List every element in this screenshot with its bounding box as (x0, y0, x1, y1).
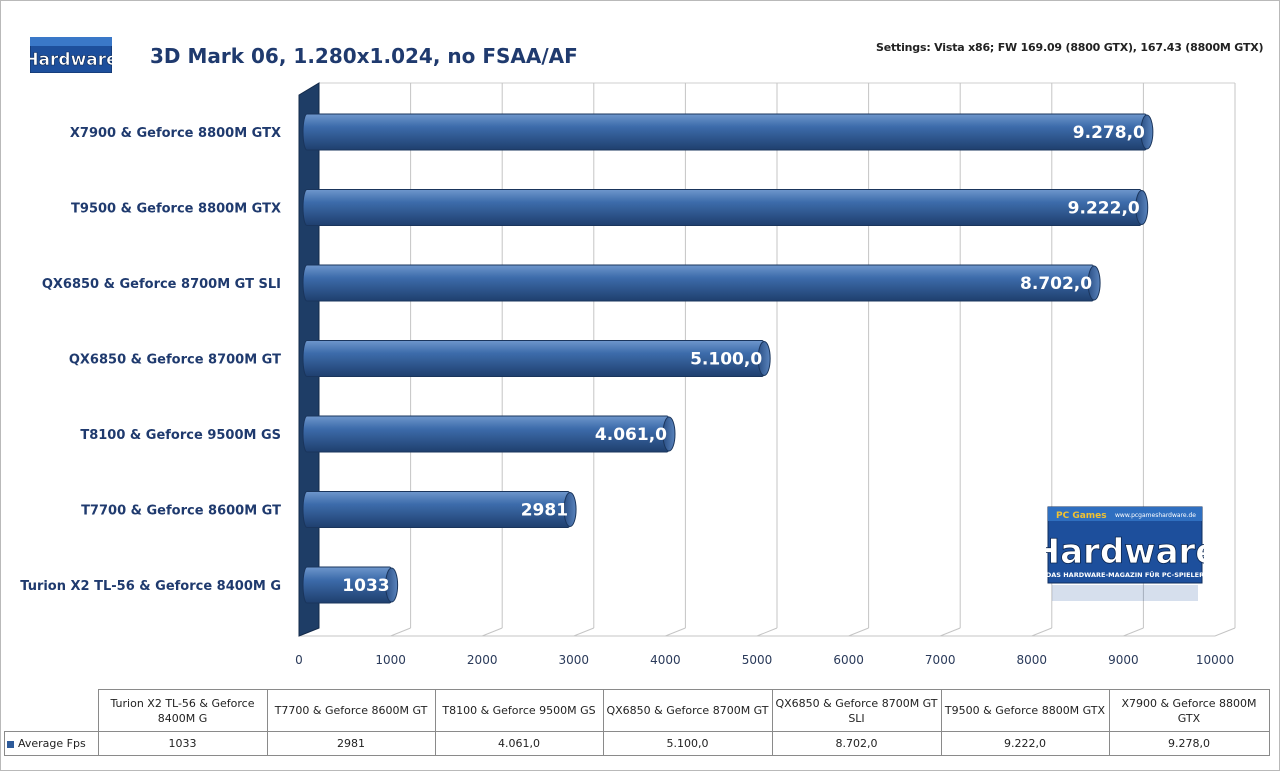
bar-value-label: 1033 (342, 576, 389, 596)
category-label: X7900 & Geforce 8800M GTX (70, 126, 281, 141)
logo-small-text: Hardware (30, 50, 112, 70)
x-tick-label: 8000 (1017, 653, 1048, 667)
category-labels: X7900 & Geforce 8800M GTX T9500 & Geforce… (20, 126, 281, 594)
x-tick-label: 3000 (559, 653, 590, 667)
bar-end-cap (662, 416, 676, 452)
gridline-floor (665, 627, 686, 637)
category-label: T9500 & Geforce 8800M GTX (71, 202, 281, 217)
x-tick-label: 1000 (375, 653, 406, 667)
gridline-floor (1214, 627, 1236, 637)
bar (302, 189, 1145, 226)
legend-swatch (7, 740, 14, 748)
category-label: QX6850 & Geforce 8700M GT SLI (42, 277, 281, 292)
bar-end-cap (385, 567, 399, 603)
category-label: QX6850 & Geforce 8700M GT (69, 353, 281, 368)
x-tick-label: 10000 (1196, 653, 1234, 667)
bar (302, 264, 1097, 302)
chart-title: 3D Mark 06, 1.280x1.024, no FSAA/AF (150, 44, 578, 68)
logo-big-brand-small: PC Games (1056, 511, 1107, 521)
pcgh-logo-small: Hardware (30, 37, 112, 73)
series-label-text: Average Fps (18, 737, 86, 750)
logo-big-url: www.pcgameshardware.de (1115, 512, 1196, 519)
category-label: T7700 & Geforce 8600M GT (81, 504, 281, 519)
bar-value-label: 2981 (521, 501, 568, 521)
gridline-floor (390, 627, 411, 637)
settings-note: Settings: Vista x86; FW 169.09 (8800 GTX… (876, 41, 1264, 54)
table-series-label: Average Fps (4, 731, 99, 756)
table-header-cell: T7700 & Geforce 8600M GT (266, 689, 436, 732)
logo-big-tagline: DAS HARDWARE-MAGAZIN FÜR PC-SPIELER (1046, 570, 1204, 579)
tick-labels: 0 1000 2000 3000 4000 5000 6000 7000 8000 9000 100… (295, 653, 1234, 667)
table-value-cell: 2981 (266, 731, 436, 756)
table-header-cell: Turion X2 TL-56 & Geforce 8400M G (97, 689, 268, 732)
x-tick-label: 0 (295, 653, 303, 667)
logo-big-brand: Hardware (1046, 532, 1204, 572)
gridline-floor (573, 627, 594, 637)
bar (302, 113, 1150, 151)
gridline-floor (756, 627, 778, 637)
bar-end-cap (1140, 114, 1154, 150)
category-label: T8100 & Geforce 9500M GS (80, 428, 281, 443)
table-value-cell: 9.278,0 (1108, 731, 1270, 756)
table-value-cell: 8.702,0 (771, 731, 942, 756)
table-header-cell: QX6850 & Geforce 8700M GT (602, 689, 773, 732)
gridline-floor (1123, 627, 1144, 637)
table-value-cell: 9.222,0 (940, 731, 1110, 756)
bars: 9.278,0 9.222,0 8.702,0 5.100,0 4.061,0 2981 1… (302, 113, 1154, 604)
data-table: Turion X2 TL-56 & Geforce 8400M G T7700 … (4, 689, 1270, 756)
bar-value-label: 9.222,0 (1068, 199, 1140, 219)
bar-value-label: 5.100,0 (690, 350, 762, 370)
table-header-cell: X7900 & Geforce 8800M GTX (1108, 689, 1270, 732)
bar-end-cap (1087, 265, 1101, 301)
table-value-cell: 5.100,0 (602, 731, 773, 756)
table-header-cell: T9500 & Geforce 8800M GTX (940, 689, 1110, 732)
table-header-row: Turion X2 TL-56 & Geforce 8400M G T7700 … (4, 689, 1270, 732)
gridline-floor (940, 627, 961, 637)
table-row: Average Fps 1033 2981 4.061,0 5.100,0 8.… (4, 731, 1270, 756)
bar-value-label: 8.702,0 (1020, 274, 1092, 294)
bar-end-cap (757, 341, 771, 376)
table-value-cell: 4.061,0 (434, 731, 604, 756)
bar-value-label: 9.278,0 (1073, 123, 1145, 143)
bar-value-label: 4.061,0 (595, 425, 667, 445)
pcgh-logo-large: PC Games www.pcgameshardware.de Hardware… (1046, 506, 1204, 601)
bar-end-cap (563, 492, 577, 527)
x-tick-label: 2000 (467, 653, 498, 667)
x-tick-label: 6000 (833, 653, 864, 667)
x-tick-label: 9000 (1108, 653, 1139, 667)
x-tick-label: 4000 (650, 653, 681, 667)
table-header-cell: T8100 & Geforce 9500M GS (434, 689, 604, 732)
x-tick-label: 5000 (742, 653, 773, 667)
gridline-floor (1031, 627, 1052, 637)
bar-end-cap (1135, 190, 1149, 225)
x-tick-label: 7000 (925, 653, 956, 667)
gridline-floor (482, 627, 503, 637)
table-header-cell: QX6850 & Geforce 8700M GT SLI (771, 689, 942, 732)
category-label: Turion X2 TL-56 & Geforce 8400M G (20, 579, 281, 594)
gridline-floor (848, 627, 869, 637)
table-value-cell: 1033 (97, 731, 268, 756)
